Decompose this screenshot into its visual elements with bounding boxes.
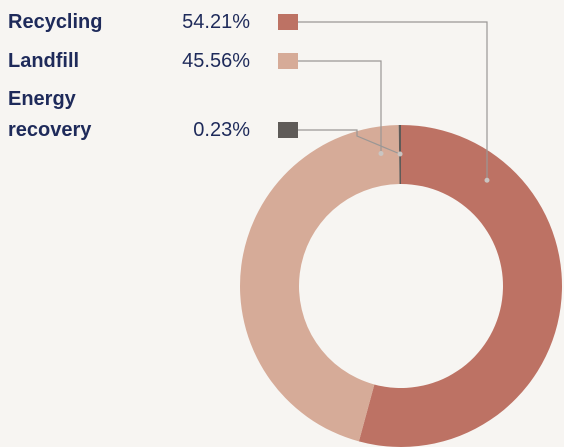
leader-dot (378, 151, 384, 157)
leader-dot (484, 177, 490, 183)
legend-swatch (278, 53, 298, 69)
leader-line (298, 129, 401, 155)
legend-value: 54.21% (182, 11, 250, 33)
donut-slice (239, 125, 400, 442)
legend-label: Recycling (8, 11, 103, 33)
leader-line (298, 60, 382, 154)
legend-swatch (278, 122, 298, 138)
legend-value: 0.23% (193, 119, 250, 141)
legend-label: Energy recovery (8, 88, 92, 141)
leader-dot (397, 151, 403, 157)
legend-swatch (278, 14, 298, 30)
legend-value: 45.56% (182, 50, 250, 72)
donut-slice (358, 125, 562, 447)
leader-line (298, 21, 488, 181)
legend-label: Landfill (8, 50, 80, 72)
